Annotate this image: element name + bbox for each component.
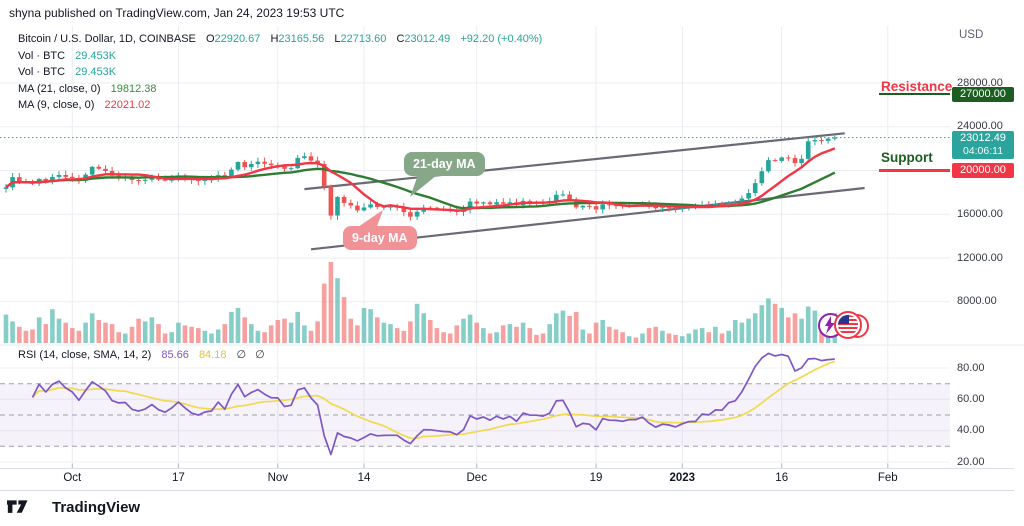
ma21-legend-row: MA (21, close, 0) 19812.38: [18, 82, 157, 95]
ma9-value: 22021.02: [104, 98, 151, 111]
ohlc-open: O22920.67: [205, 33, 261, 45]
rsi-empty-values: ∅ ∅: [236, 349, 265, 361]
ma9-legend-row: MA (9, close, 0) 22021.02: [18, 98, 151, 111]
sticker-icons: [816, 311, 870, 341]
volume-value: 29.453K: [75, 49, 117, 62]
callout-9day-ma[interactable]: 9-day MA: [343, 226, 417, 250]
ohlc-high: H23165.56: [270, 33, 325, 45]
time-axis[interactable]: Oct 17 Nov 14 Dec 19 2023 16 Feb: [0, 472, 1024, 488]
attribution-text: shyna published on TradingView.com, Jan …: [9, 6, 345, 20]
volume-legend-row-2: Vol · BTC 29.453K: [18, 66, 117, 78]
time-tick-label: 19: [589, 472, 603, 484]
time-tick-label: 16: [775, 472, 789, 484]
time-tick-label: Oct: [63, 472, 82, 484]
change-value: +92.20 (+0.40%): [460, 33, 543, 45]
rsi-legend-row: RSI (14, close, SMA, 14, 2) 85.66 84.18 …: [18, 349, 265, 361]
ohlc-low: L22713.60: [334, 33, 387, 45]
volume-legend-row-1: Vol · BTC 29.453K: [18, 49, 117, 62]
time-tick-label: Nov: [267, 472, 289, 484]
callout-21day-ma[interactable]: 21-day MA: [404, 152, 485, 176]
rsi-value: 85.66: [161, 349, 189, 361]
ohlc-close: C23012.49: [396, 33, 451, 45]
volume-value-2: 29.453K: [75, 66, 117, 78]
time-tick-label: 2023: [669, 472, 696, 484]
tradingview-logo-icon: [7, 500, 29, 515]
time-tick-label: Dec: [466, 472, 487, 484]
time-tick-label: 14: [357, 472, 371, 484]
ma21-value: 19812.38: [110, 82, 157, 95]
symbol-title: Bitcoin / U.S. Dollar, 1D, COINBASE: [18, 33, 196, 45]
symbol-legend-row: Bitcoin / U.S. Dollar, 1D, COINBASE O229…: [18, 33, 542, 45]
us-flag-icon: [834, 311, 862, 339]
time-tick-label: Feb: [877, 472, 898, 484]
time-tick-label: 17: [171, 472, 185, 484]
tradingview-brand-text: TradingView: [52, 499, 141, 516]
rsi-signal-value: 84.18: [198, 349, 227, 361]
